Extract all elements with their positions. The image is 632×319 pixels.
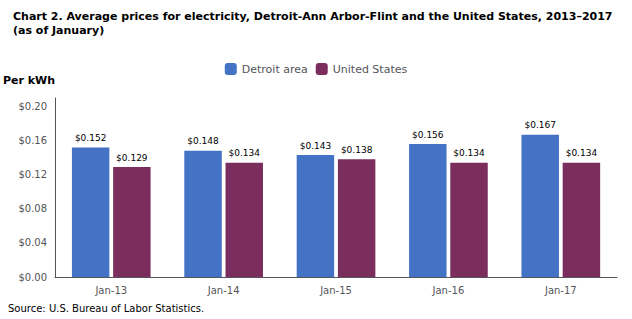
svg-text:Jan-15: Jan-15 — [319, 285, 352, 296]
svg-text:$0.20: $0.20 — [18, 101, 47, 112]
svg-text:$0.138: $0.138 — [341, 145, 373, 155]
svg-text:Per kWh: Per kWh — [3, 74, 55, 87]
svg-text:Chart 2. Average prices for el: Chart 2. Average prices for electricity,… — [13, 10, 613, 23]
svg-text:$0.08: $0.08 — [18, 203, 47, 214]
svg-text:Detroit area: Detroit area — [242, 63, 308, 76]
svg-text:(as of January): (as of January) — [13, 24, 104, 37]
svg-text:$0.152: $0.152 — [75, 133, 107, 143]
svg-text:Jan-17: Jan-17 — [544, 285, 577, 296]
svg-text:$0.129: $0.129 — [116, 153, 148, 163]
svg-text:$0.00: $0.00 — [18, 272, 47, 283]
svg-text:$0.156: $0.156 — [412, 130, 444, 140]
svg-text:Source: U.S. Bureau of Labor S: Source: U.S. Bureau of Labor Statistics. — [8, 303, 204, 314]
svg-text:$0.134: $0.134 — [566, 148, 598, 158]
svg-text:Jan-13: Jan-13 — [94, 285, 127, 296]
svg-text:$0.148: $0.148 — [187, 136, 219, 146]
svg-text:Jan-16: Jan-16 — [432, 285, 465, 296]
svg-text:$0.04: $0.04 — [18, 237, 47, 248]
svg-text:$0.12: $0.12 — [18, 169, 47, 180]
svg-text:$0.16: $0.16 — [18, 135, 47, 146]
svg-text:United States: United States — [333, 63, 408, 76]
svg-text:$0.134: $0.134 — [453, 148, 485, 158]
svg-text:$0.134: $0.134 — [228, 148, 260, 158]
svg-text:$0.143: $0.143 — [300, 141, 332, 151]
svg-text:Jan-14: Jan-14 — [207, 285, 240, 296]
svg-text:$0.167: $0.167 — [524, 120, 556, 130]
